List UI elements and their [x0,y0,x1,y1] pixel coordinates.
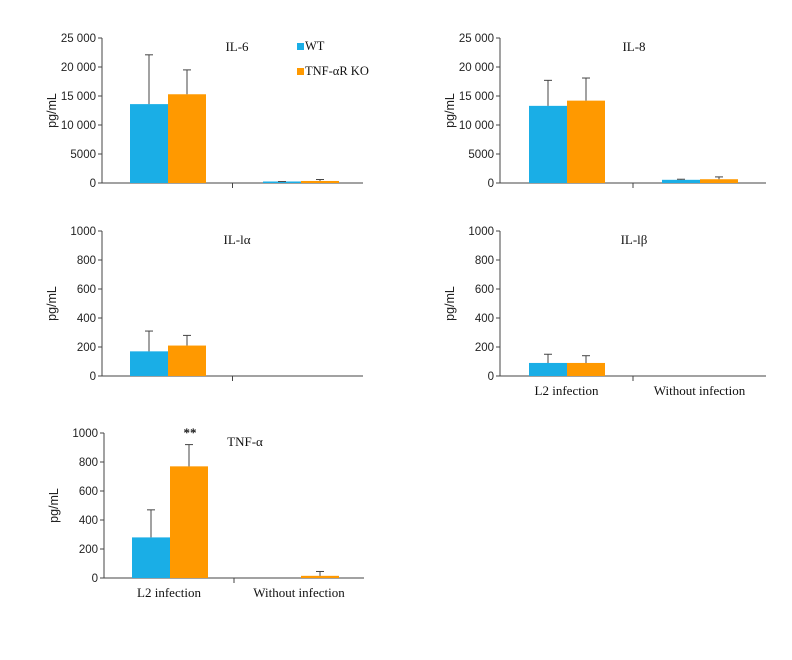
legend-label-ko: TNF-αR KO [305,64,369,78]
y-tick-label: 5000 [468,149,494,161]
legend-label-wt: WT [305,39,325,53]
y-tick-label: 10 000 [61,120,96,132]
bar-wt-l2-infection [130,104,168,183]
bar-ko-l2-infection [170,466,208,578]
y-axis-title: pg/mL [443,93,457,128]
category-label: L2 infection [137,585,201,600]
y-tick-label: 0 [92,573,98,585]
y-tick-label: 600 [475,284,494,296]
y-tick-label: 600 [77,284,96,296]
bar-ko-l2-infection [567,100,605,183]
y-tick-label: 400 [475,313,494,325]
y-tick-label: 1000 [468,226,494,238]
panel-il-8: 0 5000 10 000 15 000 20 000 25 000 pg/mL IL-8 [443,33,766,190]
bar-ko-l2-infection [168,94,206,183]
bar-ko-l2-infection [168,345,206,376]
legend-swatch-wt [297,43,304,50]
y-axis-title: pg/mL [47,488,61,523]
category-label: Without infection [253,585,345,600]
significance-marker: ** [184,425,197,440]
bar-ko-without-infection [301,180,339,183]
bar-wt-without-infection [263,181,301,183]
y-axis-title: pg/mL [443,286,457,321]
bar-wt-l2-infection [529,105,567,183]
panel-il-l-: 0 200 400 600 800 1000 pg/mL IL-lβ L2 infection W… [443,226,766,398]
y-tick-label: 200 [77,342,96,354]
panel-title: IL-6 [225,39,249,54]
bar-ko-without-infection [700,179,738,183]
y-tick-label: 5000 [70,149,96,161]
panel-title: IL-lβ [621,232,648,247]
y-tick-label: 200 [79,544,98,556]
bar-wt-without-infection [662,179,700,183]
panel-title: IL-8 [622,39,645,54]
y-tick-label: 400 [77,313,96,325]
y-axis-title: pg/mL [45,286,59,321]
panel-il-l-: 0 200 400 600 800 1000 pg/mL IL-lα [45,226,363,383]
y-tick-label: 800 [77,255,96,267]
category-label: Without infection [654,383,746,398]
y-tick-label: 600 [79,486,98,498]
y-tick-label: 10 000 [459,120,494,132]
y-tick-label: 1000 [70,226,96,238]
panel-title: IL-lα [223,232,250,247]
y-tick-label: 20 000 [459,62,494,74]
bar-ko-without-infection [301,575,339,578]
legend-swatch-ko [297,68,304,75]
legend: WT TNF-αR KO [297,39,369,78]
y-tick-label: 15 000 [61,91,96,103]
y-tick-label: 0 [90,178,96,190]
bar-ko-l2-infection [567,362,605,376]
y-tick-label: 25 000 [61,33,96,45]
y-tick-label: 20 000 [61,62,96,74]
y-axis-title: pg/mL [45,93,59,128]
y-tick-label: 200 [475,342,494,354]
y-tick-label: 800 [475,255,494,267]
category-label: L2 infection [535,383,599,398]
y-tick-label: 25 000 [459,33,494,45]
y-tick-label: 1000 [72,428,98,440]
bar-wt-l2-infection [130,351,168,376]
panel-title: TNF-α [227,434,263,449]
panel-tnf-: 0 200 400 600 800 1000 pg/mL TNF-α L2 infection W… [47,425,364,600]
y-tick-label: 15 000 [459,91,494,103]
y-tick-label: 0 [488,178,494,190]
panel-il-6: 0 5000 10 000 15 000 20 000 25 000 pg/mL IL-6 [45,33,363,190]
y-tick-label: 400 [79,515,98,527]
bar-wt-l2-infection [529,362,567,376]
bar-wt-l2-infection [132,537,170,578]
y-tick-label: 0 [90,371,96,383]
y-tick-label: 800 [79,457,98,469]
y-tick-label: 0 [488,371,494,383]
